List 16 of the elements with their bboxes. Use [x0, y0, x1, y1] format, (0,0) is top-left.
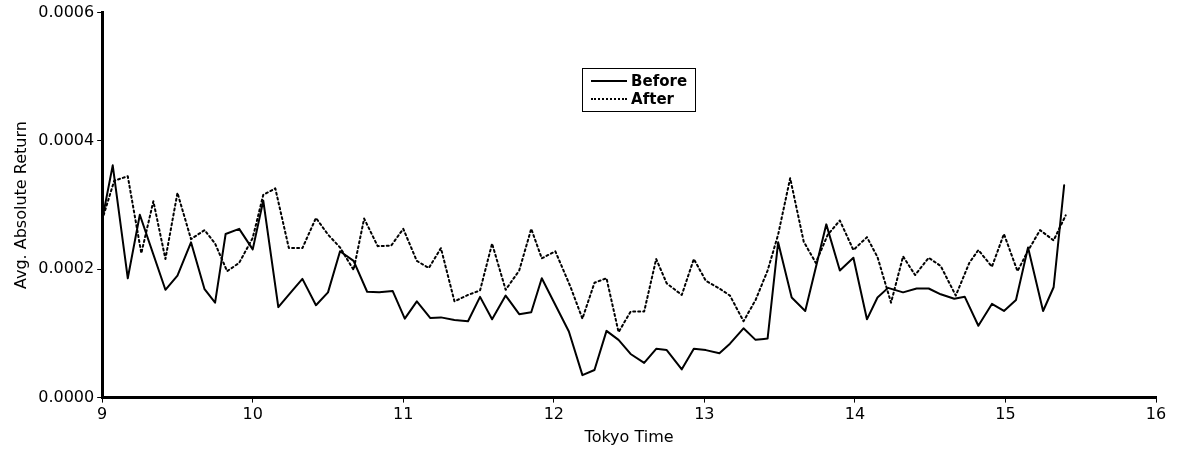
legend-label: Before: [631, 71, 688, 90]
y-tick-label: 0.0004: [38, 130, 95, 150]
y-tick-label: 0.0000: [38, 386, 95, 406]
x-tick-label: 10: [242, 404, 263, 424]
x-tick-label: 12: [543, 404, 564, 424]
x-tick-label: 9: [97, 404, 108, 424]
x-tick-label: 16: [1145, 404, 1167, 424]
x-tick-label: 13: [694, 404, 715, 424]
x-tick-label: 11: [393, 404, 414, 424]
x-axis-title: Tokyo Time: [583, 426, 674, 446]
legend-label: After: [631, 89, 674, 108]
y-axis-title: Avg. Absolute Return: [10, 121, 30, 290]
y-tick-label: 0.0002: [38, 258, 95, 278]
x-tick-label: 15: [995, 404, 1016, 424]
y-tick-label: 0.0006: [38, 1, 95, 21]
x-tick-label: 14: [844, 404, 866, 424]
